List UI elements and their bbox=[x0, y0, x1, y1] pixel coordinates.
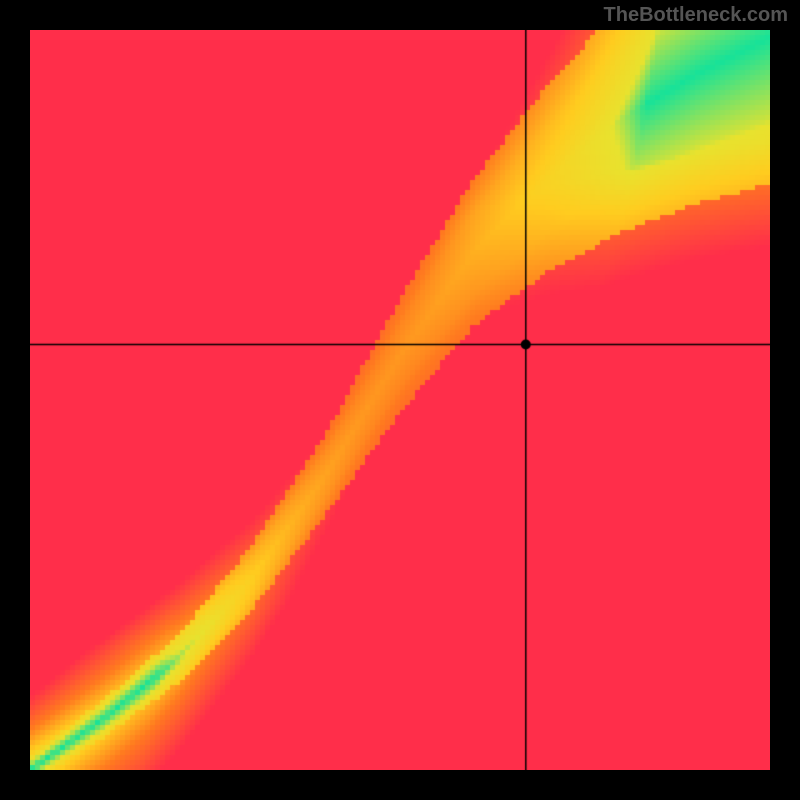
chart-container: TheBottleneck.com bbox=[0, 0, 800, 800]
watermark-text: TheBottleneck.com bbox=[604, 4, 788, 27]
heatmap-plot bbox=[30, 30, 770, 770]
